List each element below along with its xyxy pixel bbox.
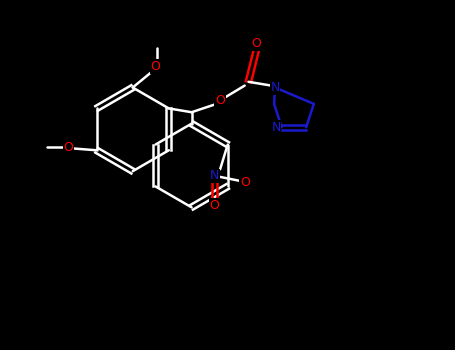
- Text: O: O: [209, 199, 219, 212]
- Text: O: O: [151, 60, 161, 73]
- Text: N: N: [271, 121, 281, 134]
- Text: O: O: [240, 176, 250, 189]
- Text: O: O: [251, 37, 261, 50]
- Text: N: N: [270, 81, 280, 94]
- Text: O: O: [215, 94, 225, 107]
- Text: N: N: [210, 169, 219, 182]
- Text: O: O: [63, 141, 73, 154]
